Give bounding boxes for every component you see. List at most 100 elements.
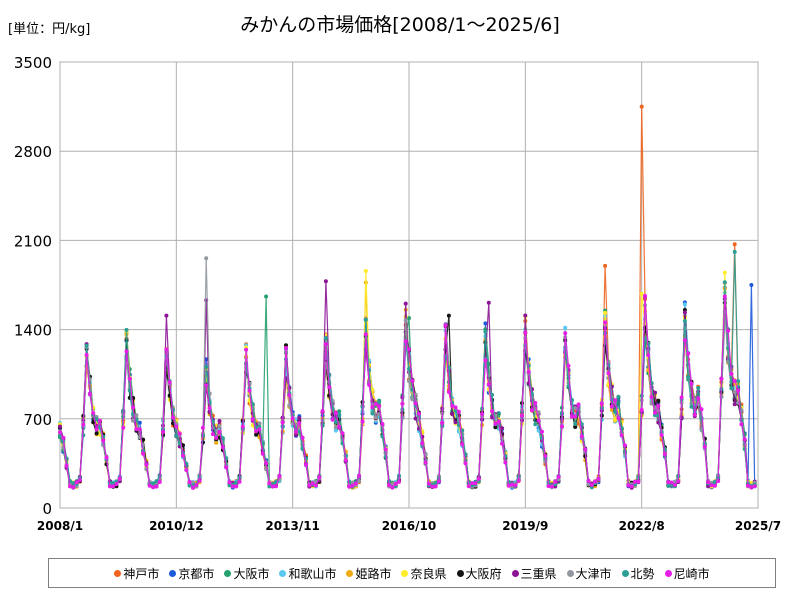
data-point (639, 291, 644, 296)
data-point (722, 270, 727, 275)
data-point (320, 409, 325, 413)
data-point (736, 388, 741, 393)
data-point (523, 330, 528, 335)
data-point (716, 479, 721, 484)
data-point (350, 480, 355, 485)
data-point (373, 415, 378, 420)
data-point (603, 320, 608, 325)
data-point (87, 392, 92, 397)
data-point (393, 481, 398, 486)
data-point (370, 411, 375, 416)
data-point (134, 413, 139, 418)
data-point (111, 481, 116, 486)
chart-legend: 神戸市 京都市 大阪市 和歌山市 姫路市 奈良県 大阪府 三重県 大津市 北勢 尼崎市 (48, 558, 776, 588)
data-point (237, 479, 242, 484)
data-point (390, 485, 395, 490)
data-point (679, 395, 684, 400)
data-point (191, 485, 195, 490)
y-tick-label: 2100 (14, 232, 52, 250)
data-point (732, 389, 737, 394)
data-point (84, 352, 89, 357)
data-point (436, 479, 441, 484)
data-point (496, 412, 501, 417)
x-tick-label: 2025/7 (735, 519, 781, 533)
data-point (254, 432, 259, 437)
unit-label: [単位：円/kg] (8, 22, 91, 37)
data-point (181, 453, 185, 458)
data-point (337, 409, 342, 414)
x-tick-label: 2016/10 (382, 519, 436, 533)
data-point (662, 452, 667, 457)
data-point (440, 420, 445, 425)
data-point (573, 414, 578, 419)
data-point (74, 480, 79, 485)
data-point (563, 331, 568, 336)
legend-label: 北勢 (630, 566, 655, 581)
data-point (556, 474, 561, 479)
data-point (629, 484, 634, 489)
data-point (696, 386, 701, 390)
data-point (407, 347, 411, 352)
data-point (692, 412, 697, 417)
data-point (220, 445, 225, 450)
data-point (473, 481, 478, 486)
data-point (709, 483, 714, 488)
legend-item: 姫路市 (346, 565, 391, 582)
data-point (267, 484, 272, 489)
data-point (410, 397, 415, 402)
data-point (94, 417, 99, 422)
data-point (623, 443, 627, 448)
data-point (297, 429, 302, 434)
data-point (204, 383, 209, 388)
data-point (463, 461, 468, 466)
data-point (636, 479, 641, 484)
data-point (503, 460, 508, 465)
data-point (247, 388, 252, 393)
data-point (619, 433, 624, 438)
legend-marker (114, 569, 122, 577)
legend-item: 京都市 (169, 565, 214, 582)
line-chart: 0 700 1400 2100 2800 3500 2008/1 2010/12 2013/11… (14, 54, 781, 533)
data-point (333, 428, 338, 433)
data-point (726, 328, 731, 333)
data-point (686, 375, 691, 379)
data-point (217, 429, 222, 434)
data-point (599, 401, 604, 406)
data-point (287, 393, 292, 398)
data-point (290, 416, 295, 421)
data-point (121, 425, 126, 430)
data-point (400, 401, 405, 406)
data-point (633, 479, 637, 484)
data-point (606, 371, 611, 376)
data-point (407, 316, 411, 321)
data-point (214, 435, 219, 440)
data-point (746, 483, 750, 488)
data-point (403, 318, 408, 323)
data-point (483, 329, 488, 334)
data-point (187, 480, 192, 484)
data-point (653, 410, 657, 415)
x-tick-label: 2010/12 (149, 519, 203, 533)
y-tick-label: 0 (42, 500, 52, 518)
data-point (643, 293, 647, 298)
data-point (490, 392, 495, 397)
data-point (533, 401, 538, 405)
data-point (446, 390, 451, 394)
data-point (613, 398, 618, 403)
data-point (460, 442, 465, 447)
data-point (230, 484, 235, 489)
data-point (363, 269, 368, 273)
legend-label: 大阪府 (465, 566, 502, 581)
legend-label: 大阪市 (233, 566, 270, 581)
data-point (433, 484, 438, 489)
data-point (81, 422, 86, 427)
data-point (646, 353, 651, 358)
data-point (270, 484, 275, 489)
data-point (520, 413, 524, 418)
data-point (493, 421, 498, 426)
data-point (260, 451, 265, 456)
data-point (583, 447, 588, 452)
data-point (257, 421, 262, 426)
data-point (540, 429, 544, 434)
legend-label: 大津市 (575, 566, 612, 581)
